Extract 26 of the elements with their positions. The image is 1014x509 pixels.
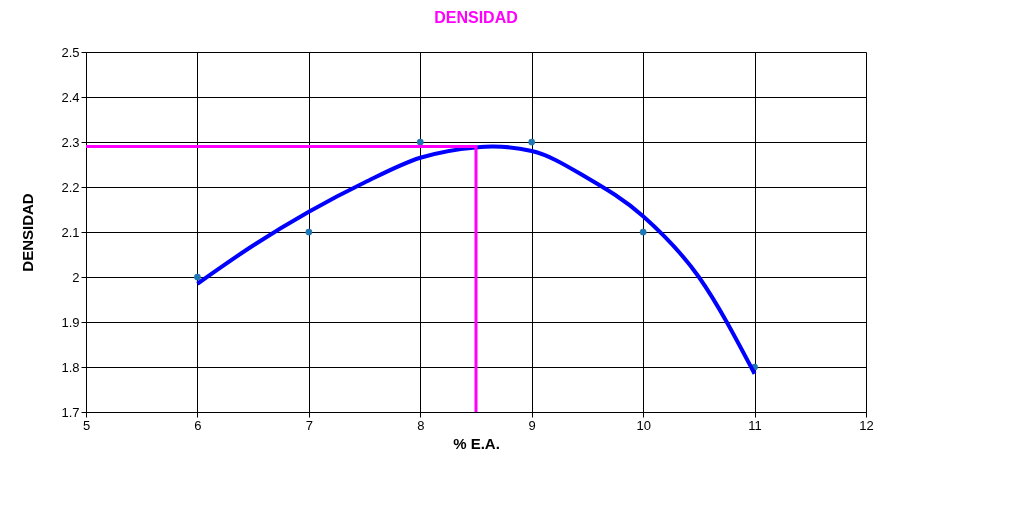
point — [416, 138, 424, 146]
y-tick-label: 1.9 — [61, 314, 80, 330]
point — [305, 228, 313, 236]
point — [194, 273, 201, 281]
y-tick-label: 2 — [72, 269, 80, 285]
y-tick-label: 2.3 — [61, 134, 80, 150]
y-tick-label: 2.2 — [61, 179, 80, 195]
x-tick-label: 12 — [859, 417, 874, 433]
x-tick-label: 6 — [194, 417, 202, 433]
x-tick-label: 8 — [417, 417, 425, 433]
y-tick-label: 1.7 — [61, 404, 80, 420]
y-tick-label: 2.1 — [61, 224, 80, 240]
x-axis-title: % E.A. — [453, 434, 500, 452]
point — [639, 228, 647, 236]
y-tick-label: 2.5 — [61, 44, 80, 60]
y-axis-title: DENSIDAD — [19, 193, 37, 272]
x-tick-label: 9 — [528, 417, 536, 433]
y-tick-label: 1.8 — [61, 359, 80, 375]
x-tick-label: 10 — [636, 417, 651, 433]
x-tick-label: 11 — [748, 417, 762, 433]
x-tick-label: 5 — [82, 417, 91, 433]
line-series — [195, 144, 757, 376]
y-tick-label: 2.4 — [61, 89, 80, 105]
point — [528, 138, 536, 146]
chart-title: DENSIDAD — [434, 9, 518, 26]
x-tick-label: 7 — [305, 417, 313, 433]
